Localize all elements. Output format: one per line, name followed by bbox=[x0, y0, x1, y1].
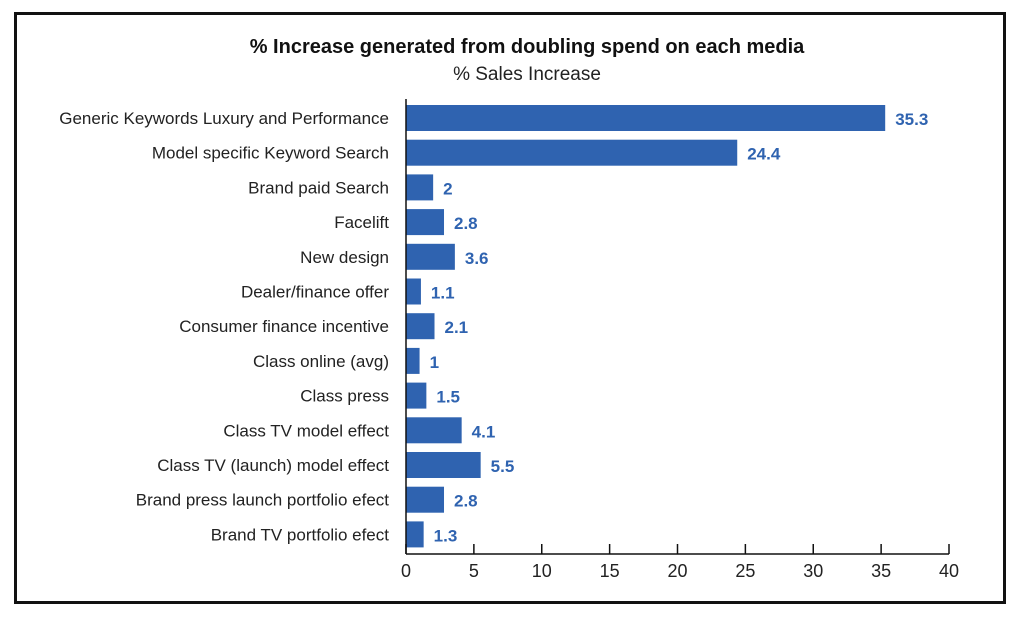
bar bbox=[406, 209, 445, 236]
category-label: Brand paid Search bbox=[248, 178, 389, 197]
category-label: Generic Keywords Luxury and Performance bbox=[59, 109, 389, 128]
bar bbox=[406, 174, 434, 201]
x-tick-label: 35 bbox=[871, 561, 891, 581]
value-label: 5.5 bbox=[491, 457, 515, 476]
bar-row: Class press 1.5 bbox=[300, 382, 460, 409]
bar bbox=[406, 382, 427, 409]
value-label: 1.5 bbox=[436, 388, 460, 407]
x-tick-label: 20 bbox=[667, 561, 687, 581]
value-label: 2.1 bbox=[445, 318, 469, 337]
bar-chart: % Increase generated from doubling spend… bbox=[59, 36, 959, 581]
bar-row: Class online (avg) 1 bbox=[253, 347, 439, 374]
x-tick-label: 25 bbox=[735, 561, 755, 581]
bar-row: Class TV (launch) model effect 5.5 bbox=[157, 452, 514, 478]
value-label: 3.6 bbox=[465, 249, 489, 268]
bar bbox=[406, 105, 886, 131]
x-tick-label: 40 bbox=[939, 561, 959, 581]
bar bbox=[406, 486, 445, 513]
x-tick-label: 10 bbox=[532, 561, 552, 581]
value-label: 2.8 bbox=[454, 214, 478, 233]
category-label: Class TV model effect bbox=[223, 421, 389, 440]
bar bbox=[406, 243, 455, 270]
bar-row: Facelift 2.8 bbox=[334, 209, 478, 236]
x-axis: 0 5 10 15 20 25 30 35 40 bbox=[401, 99, 959, 581]
x-tick-label: 0 bbox=[401, 561, 411, 581]
bars-layer: Generic Keywords Luxury and Performance 3… bbox=[59, 105, 928, 548]
bar bbox=[406, 417, 462, 444]
bar bbox=[406, 347, 420, 374]
category-label: Consumer finance incentive bbox=[179, 317, 389, 336]
value-label: 2 bbox=[443, 179, 452, 198]
bar-row: New design 3.6 bbox=[300, 243, 489, 270]
bar-row: Class TV model effect 4.1 bbox=[223, 417, 496, 444]
value-label: 24.4 bbox=[747, 145, 781, 164]
value-label: 1.3 bbox=[434, 526, 458, 545]
value-label: 2.8 bbox=[454, 492, 478, 511]
category-label: Facelift bbox=[334, 213, 389, 232]
value-label: 4.1 bbox=[472, 422, 496, 441]
bar-row: Brand press launch portfolio efect 2.8 bbox=[136, 486, 478, 513]
bar bbox=[406, 521, 424, 548]
category-label: New design bbox=[300, 248, 389, 267]
value-label: 35.3 bbox=[895, 110, 928, 129]
chart-subtitle: % Sales Increase bbox=[453, 64, 601, 85]
category-label: Brand TV portfolio efect bbox=[211, 525, 390, 544]
value-label: 1 bbox=[430, 353, 439, 372]
value-label: 1.1 bbox=[431, 284, 455, 303]
x-tick-label: 5 bbox=[469, 561, 479, 581]
category-label: Class press bbox=[300, 387, 389, 406]
category-label: Class online (avg) bbox=[253, 352, 389, 371]
x-tick-label: 15 bbox=[600, 561, 620, 581]
category-label: Brand press launch portfolio efect bbox=[136, 491, 390, 510]
bar-row: Generic Keywords Luxury and Performance 3… bbox=[59, 105, 928, 131]
bar-row: Model specific Keyword Search 24.4 bbox=[152, 139, 781, 166]
bar bbox=[406, 452, 481, 478]
category-label: Class TV (launch) model effect bbox=[157, 456, 389, 475]
category-label: Dealer/finance offer bbox=[241, 283, 389, 302]
bar bbox=[406, 278, 421, 305]
chart-frame: % Increase generated from doubling spend… bbox=[14, 12, 1006, 604]
chart-title: % Increase generated from doubling spend… bbox=[250, 36, 805, 58]
bar bbox=[406, 139, 738, 166]
category-label: Model specific Keyword Search bbox=[152, 144, 389, 163]
bar-row: Dealer/finance offer 1.1 bbox=[241, 278, 455, 305]
x-tick-label: 30 bbox=[803, 561, 823, 581]
bar bbox=[406, 313, 435, 340]
bar-row: Brand TV portfolio efect 1.3 bbox=[211, 521, 458, 548]
bar-row: Brand paid Search 2 bbox=[248, 174, 453, 201]
bar-row: Consumer finance incentive 2.1 bbox=[179, 313, 469, 340]
